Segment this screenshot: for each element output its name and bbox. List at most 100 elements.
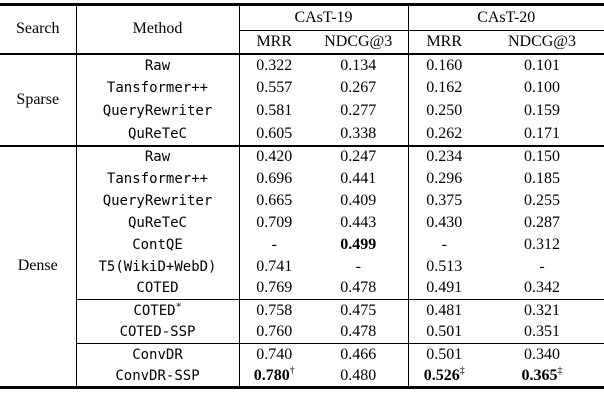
cell-mrr-cast19: 0.605 [256, 124, 293, 142]
cell-mrr-cast19: 0.769 [256, 279, 293, 297]
cell-mrr-cast20: 0.501 [426, 323, 463, 341]
table-row: Sparse Raw 0.322 0.134 0.160 0.101 [0, 53, 604, 146]
cell-method: QuReTeC [76, 122, 240, 146]
cell-mrr-cast19: 0.420 [256, 148, 293, 165]
cell-method: QuReTeC [76, 211, 240, 234]
cell-ndcg3-cast19: 0.134 [309, 53, 409, 77]
cell-mrr-cast20: 0.250 [426, 102, 463, 119]
cell-ndcg3-cast19: 0.443 [309, 211, 409, 234]
cell-mrr-cast20: 0.375 [426, 191, 463, 209]
cell-ndcg3-cast19: 0.277 [309, 99, 409, 123]
table-row: Tansformer++ 0.696 0.441 0.296 0.185 [0, 167, 604, 190]
header-row-metrics: MRR NDCG@3 MRR NDCG@3 [0, 30, 604, 54]
cell-ndcg3-cast20: 0.365‡ [521, 365, 563, 384]
cell-method: ConvDR [76, 343, 240, 366]
cell-mrr-cast19: 0.760 [256, 323, 293, 341]
cell-ndcg3-cast20: 0.255 [524, 191, 560, 209]
table-row: ConvDR-SSP 0.780† 0.480 0.526‡ 0.365‡ [0, 365, 604, 388]
cell-ndcg3-cast19: 0.478 [309, 277, 409, 300]
cell-ndcg3-cast20: 0.101 [524, 56, 560, 74]
double-dagger-superscript: ‡ [557, 365, 563, 377]
cell-ndcg3-cast20: 0.150 [524, 148, 560, 165]
table-row: QueryRewriter 0.581 0.277 0.250 0.159 [0, 99, 604, 123]
cell-mrr-cast20: 0.526‡ [423, 365, 465, 384]
cell-mrr-cast20: 0.481 [408, 299, 480, 322]
cell-mrr-cast20: - [441, 235, 447, 253]
cell-ndcg3-cast20: 0.171 [524, 124, 560, 142]
col-group-cast19: CAsT-19 [239, 4, 409, 31]
cell-method: QueryRewriter [76, 99, 240, 123]
cell-mrr-cast19: 0.758 [239, 299, 309, 322]
table-row: Tansformer++ 0.557 0.267 0.162 0.100 [0, 76, 604, 100]
cell-mrr-cast19: 0.696 [256, 169, 293, 187]
header-row-groups: Search Method CAsT-19 CAsT-20 [0, 4, 604, 54]
cell-ndcg3-cast19: 0.267 [309, 76, 409, 100]
cell-mrr-cast19: 0.581 [256, 102, 293, 119]
cell-method: Tansformer++ [76, 167, 240, 190]
cell-ndcg3-cast19: - [309, 255, 409, 278]
table-row: T5(WikiD+WebD) 0.741 - 0.513 - [0, 255, 604, 278]
cell-ndcg3-cast19: 0.441 [309, 167, 409, 190]
cell-mrr-cast19: 0.741 [256, 257, 293, 275]
cell-ndcg3-cast20: 0.100 [524, 79, 560, 96]
col-group-cast20: CAsT-20 [408, 4, 604, 31]
cell-ndcg3-cast19: 0.466 [309, 343, 409, 366]
cell-method: Raw [76, 53, 240, 77]
section-dense: Dense Raw 0.420 0.247 0.234 0.150 Tansfo… [0, 145, 604, 388]
cell-ndcg3-cast20: 0.321 [480, 299, 604, 322]
cell-ndcg3-cast19: 0.409 [309, 189, 409, 212]
cell-method: T5(WikiD+WebD) [76, 255, 240, 278]
table-row: QuReTeC 0.605 0.338 0.262 0.171 [0, 122, 604, 146]
cell-mrr-cast19: 0.740 [239, 343, 309, 366]
col-header-mrr-cast19: MRR [256, 32, 293, 50]
cell-mrr-cast19: 0.557 [256, 79, 293, 96]
table-row: QueryRewriter 0.665 0.409 0.375 0.255 [0, 189, 604, 212]
col-header-search: Search [0, 4, 77, 54]
cell-mrr-cast20: 0.262 [426, 124, 463, 142]
section-sparse: Sparse Raw 0.322 0.134 0.160 0.101 Tansf… [0, 53, 604, 146]
table-row: ConvDR 0.740 0.466 0.501 0.340 [0, 343, 604, 366]
cell-method: ContQE [76, 233, 240, 256]
cell-method: ConvDR-SSP [76, 365, 240, 388]
col-header-mrr-cast20: MRR [426, 32, 463, 50]
cell-ndcg3-cast19: 0.499 [309, 233, 409, 256]
table-row: COTED 0.769 0.478 0.491 0.342 [0, 277, 604, 300]
cell-method: COTED [76, 277, 240, 300]
cell-method: Raw [76, 145, 240, 168]
cell-ndcg3-cast20: 0.351 [524, 323, 560, 341]
cell-ndcg3-cast19: 0.475 [309, 299, 409, 322]
cell-mrr-cast20: 0.234 [426, 148, 463, 165]
cell-mrr-cast20: 0.513 [426, 257, 463, 275]
cell-mrr-cast20: 0.296 [426, 169, 463, 187]
cell-mrr-cast19: 0.709 [256, 213, 293, 231]
col-header-ndcg3-cast19: NDCG@3 [309, 30, 409, 54]
cell-ndcg3-cast20: 0.185 [524, 169, 560, 187]
cell-ndcg3-cast19: 0.478 [309, 321, 409, 344]
cell-ndcg3-cast20: 0.340 [480, 343, 604, 366]
cell-ndcg3-cast20: 0.287 [524, 213, 560, 231]
cell-method: COTED* [76, 299, 240, 322]
cell-ndcg3-cast20: 0.312 [524, 235, 560, 253]
table-row: Dense Raw 0.420 0.247 0.234 0.150 [0, 145, 604, 388]
cell-ndcg3-cast20: 0.342 [524, 279, 560, 297]
dagger-superscript: † [289, 365, 295, 377]
star-superscript: * [175, 301, 182, 313]
double-dagger-superscript: ‡ [459, 365, 465, 377]
table-row: COTED-SSP 0.760 0.478 0.501 0.351 [0, 321, 604, 344]
cell-method: QueryRewriter [76, 189, 240, 212]
cell-mrr-cast20: 0.430 [426, 213, 463, 231]
table-header: Search Method CAsT-19 CAsT-20 MRR NDCG@3… [0, 4, 604, 54]
cell-ndcg3-cast19: 0.480 [309, 365, 409, 388]
cell-ndcg3-cast19: 0.247 [309, 145, 409, 168]
cell-mrr-cast20: 0.501 [408, 343, 480, 366]
cell-mrr-cast20: 0.162 [426, 79, 463, 96]
section-label-dense: Dense [0, 145, 77, 388]
table-row: COTED* 0.758 0.475 0.481 0.321 [0, 299, 604, 322]
cell-method: COTED-SSP [76, 321, 240, 344]
cell-mrr-cast19: 0.322 [256, 56, 293, 74]
cell-mrr-cast20: 0.491 [426, 279, 463, 297]
cell-ndcg3-cast19: 0.338 [309, 122, 409, 146]
section-label-sparse: Sparse [0, 53, 77, 146]
col-header-ndcg3-cast20: NDCG@3 [507, 32, 577, 50]
results-table: Search Method CAsT-19 CAsT-20 MRR NDCG@3… [0, 3, 604, 389]
